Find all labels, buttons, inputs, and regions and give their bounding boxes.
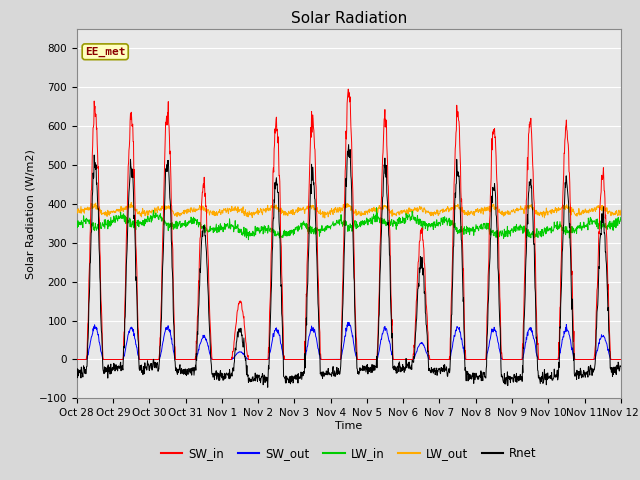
X-axis label: Time: Time <box>335 421 362 431</box>
Legend: SW_in, SW_out, LW_in, LW_out, Rnet: SW_in, SW_out, LW_in, LW_out, Rnet <box>156 442 541 465</box>
Title: Solar Radiation: Solar Radiation <box>291 11 407 26</box>
Y-axis label: Solar Radiation (W/m2): Solar Radiation (W/m2) <box>26 149 36 278</box>
Text: EE_met: EE_met <box>85 47 125 57</box>
